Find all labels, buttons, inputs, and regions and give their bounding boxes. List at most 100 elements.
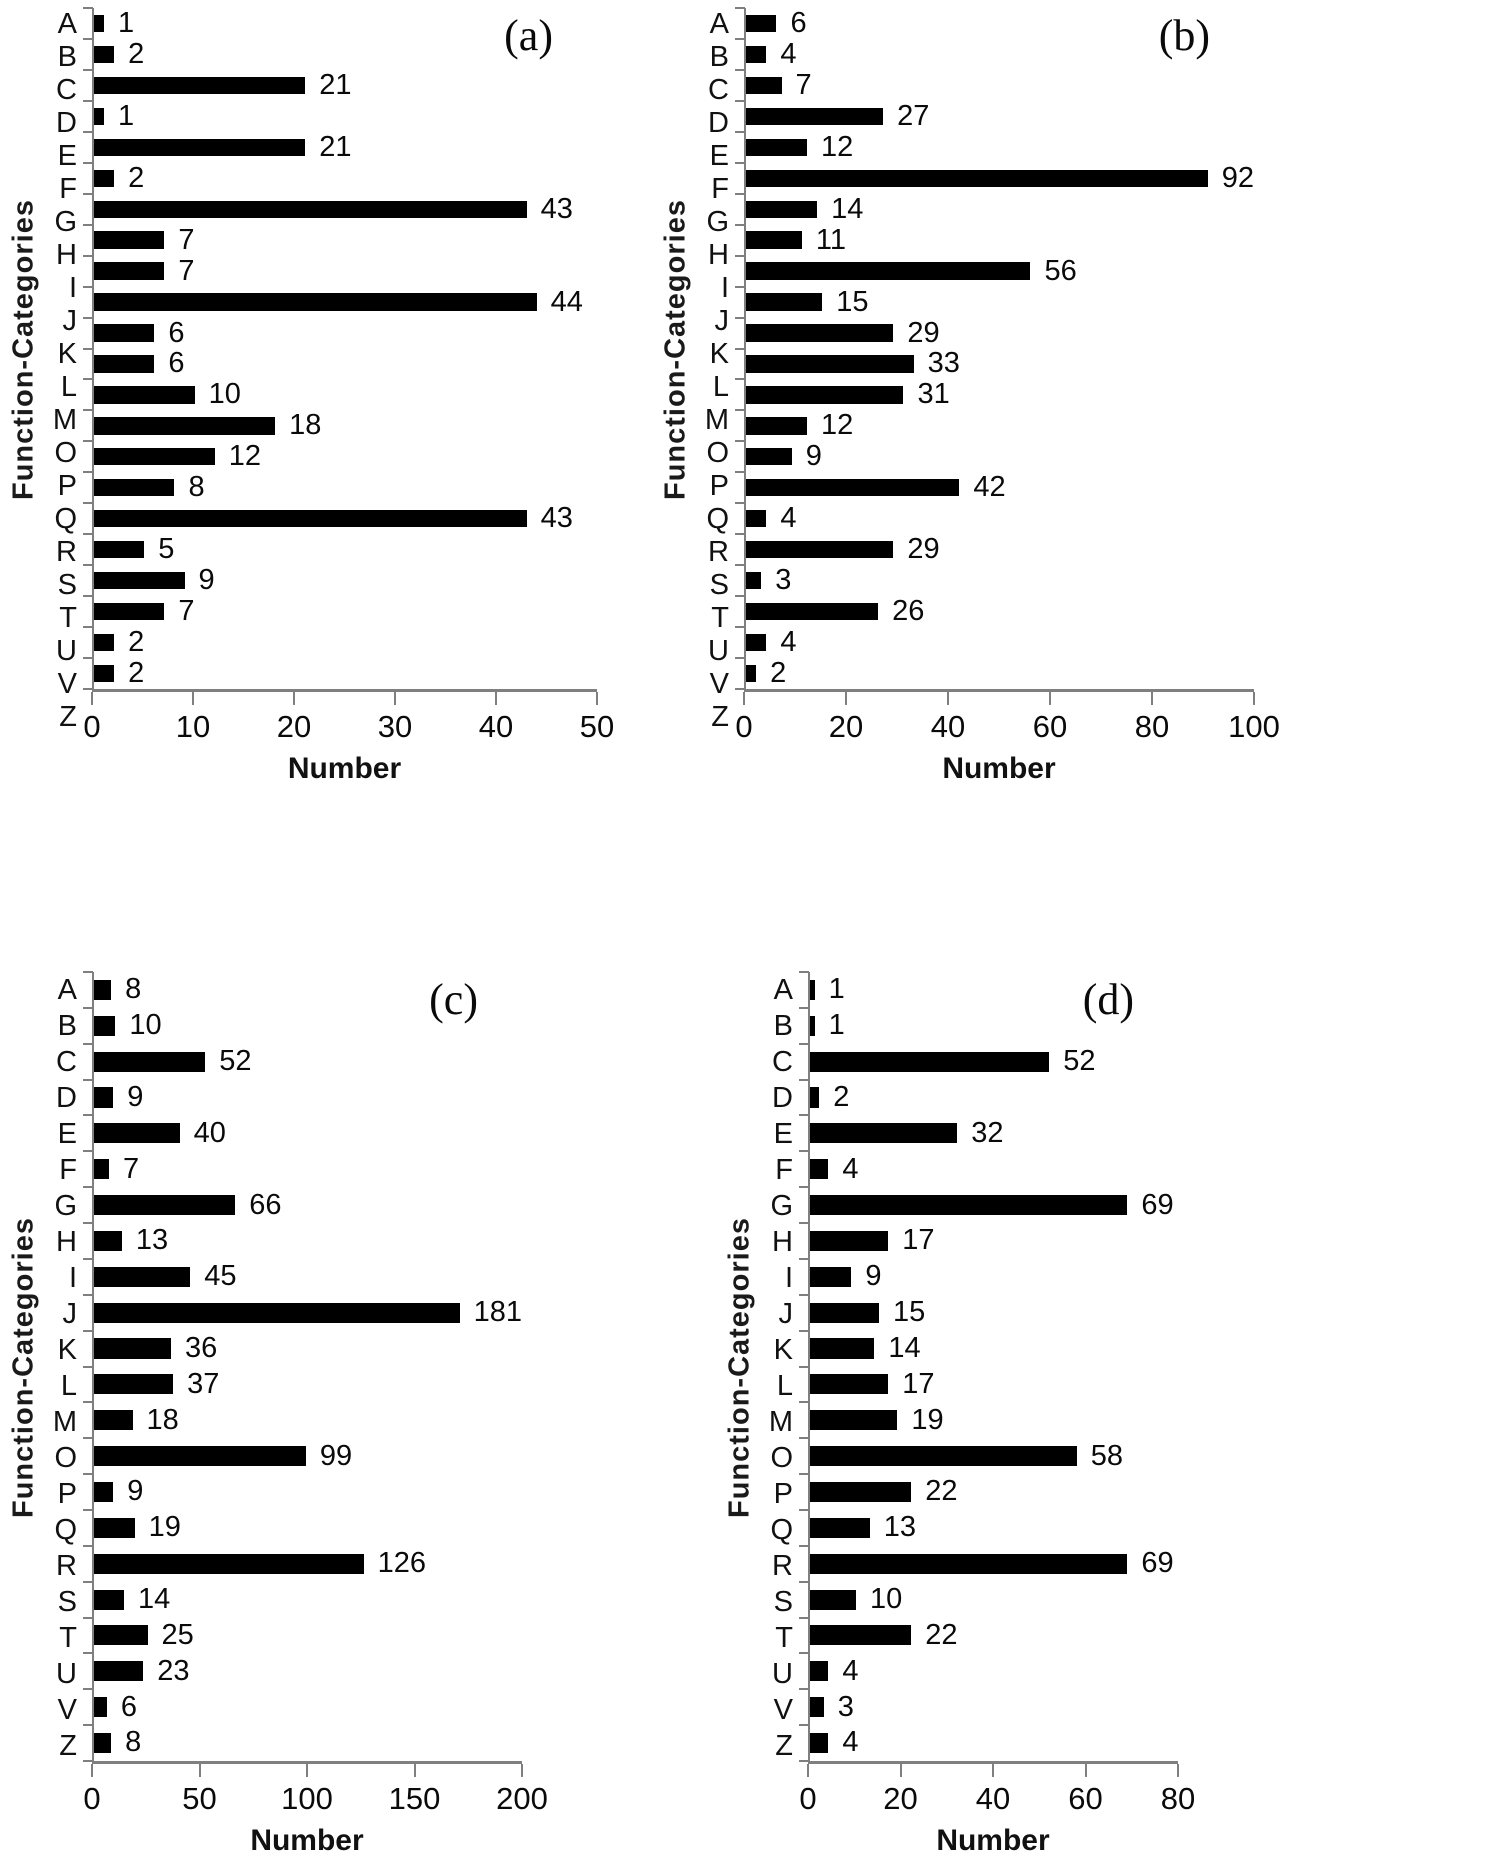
bar	[94, 1159, 109, 1180]
bar-value-label: 52	[219, 1045, 252, 1078]
bar-value-label: 40	[193, 1116, 226, 1149]
bar-value-label: 19	[911, 1403, 944, 1436]
bar-row: 181	[94, 1295, 522, 1331]
x-tick-label: 0	[735, 709, 753, 744]
category-label: Q	[54, 503, 77, 535]
category-label: A	[57, 8, 77, 40]
category-label: V	[773, 1693, 793, 1726]
bar-value-label: 14	[831, 192, 864, 225]
bar-row: 9	[94, 1474, 522, 1510]
y-tick	[83, 37, 93, 40]
bar	[810, 1123, 958, 1144]
category-label: E	[709, 140, 729, 172]
category-label: D	[772, 1081, 793, 1114]
bar-row: 4	[746, 503, 1254, 534]
bar-row: 23	[94, 1653, 522, 1689]
bar-row: 7	[94, 596, 597, 627]
bar	[94, 1051, 206, 1072]
y-tick	[735, 440, 745, 443]
y-tick	[735, 192, 745, 195]
y-tick	[735, 378, 745, 381]
bar-row: 44	[94, 287, 597, 318]
category-label: I	[784, 1261, 793, 1294]
bar-value-label: 29	[907, 533, 940, 566]
y-tick	[83, 1688, 93, 1691]
bar	[94, 45, 115, 64]
bar-value-label: 7	[122, 1152, 140, 1185]
x-tick	[1253, 692, 1255, 705]
bar	[810, 1338, 875, 1359]
x-tick	[91, 692, 93, 705]
bar-value-label: 10	[208, 378, 241, 411]
y-tick	[735, 285, 745, 288]
y-tick	[799, 1222, 809, 1225]
bar-value-label: 9	[127, 1081, 144, 1113]
y-tick	[735, 626, 745, 629]
y-tick	[799, 1006, 809, 1009]
y-tick	[83, 68, 93, 71]
x-tick-label: 80	[1160, 1781, 1196, 1816]
x-tick	[198, 1764, 201, 1777]
y-tick	[735, 316, 745, 319]
bar-value-label: 29	[907, 316, 940, 349]
bar-row: 126	[94, 1546, 522, 1582]
category-label: B	[57, 1009, 77, 1042]
bar-row: 14	[94, 1582, 522, 1618]
bar	[746, 107, 884, 125]
bar-row: 13	[810, 1510, 1178, 1546]
bar-value-label: 42	[973, 471, 1006, 504]
y-tick	[799, 1042, 809, 1045]
y-axis-title: Function-Categories	[723, 1217, 756, 1519]
bar	[810, 1589, 856, 1610]
bar-value-label: 21	[319, 68, 352, 101]
bar-value-label: 4	[842, 1654, 859, 1687]
bar-row: 12	[94, 441, 597, 472]
y-tick	[735, 223, 745, 226]
category-label: H	[56, 1225, 77, 1258]
y-tick	[83, 1616, 93, 1619]
x-tick-label: 60	[1032, 709, 1068, 744]
y-tick	[799, 1150, 809, 1153]
category-label: K	[773, 1333, 793, 1366]
category-label: J	[62, 1297, 78, 1330]
bar-row: 6	[94, 348, 597, 379]
bar-row: 12	[746, 410, 1254, 441]
bar-row: 92	[746, 163, 1254, 194]
category-label: C	[56, 74, 77, 106]
bar-value-label: 9	[127, 1475, 144, 1508]
bar-row: 14	[810, 1331, 1178, 1367]
y-tick	[83, 471, 93, 474]
y-tick	[83, 502, 93, 505]
category-label: S	[709, 569, 729, 601]
x-tick	[743, 692, 745, 705]
bar-row: 4	[810, 1725, 1178, 1761]
x-tick	[521, 1764, 523, 1777]
bar	[746, 45, 767, 64]
x-tick-label: 20	[276, 709, 312, 744]
category-label: D	[708, 107, 729, 139]
y-tick	[799, 1293, 809, 1296]
bar-row: 4	[810, 1653, 1178, 1689]
bar-value-label: 37	[187, 1367, 220, 1400]
y-tick	[799, 1114, 809, 1117]
category-label: S	[57, 569, 77, 601]
category-label: G	[706, 206, 729, 238]
y-tick	[83, 316, 93, 319]
x-tick	[1084, 1764, 1087, 1777]
bar	[94, 169, 115, 187]
y-tick	[735, 657, 745, 660]
bar-value-label: 44	[550, 285, 583, 318]
y-tick	[83, 1508, 93, 1511]
bar	[810, 1446, 1077, 1467]
bar-row: 10	[94, 379, 597, 410]
category-label: V	[57, 1693, 77, 1726]
y-tick	[799, 971, 809, 973]
bar-value-label: 1	[828, 1009, 845, 1042]
y-tick	[83, 1006, 93, 1009]
y-tick	[735, 37, 745, 40]
